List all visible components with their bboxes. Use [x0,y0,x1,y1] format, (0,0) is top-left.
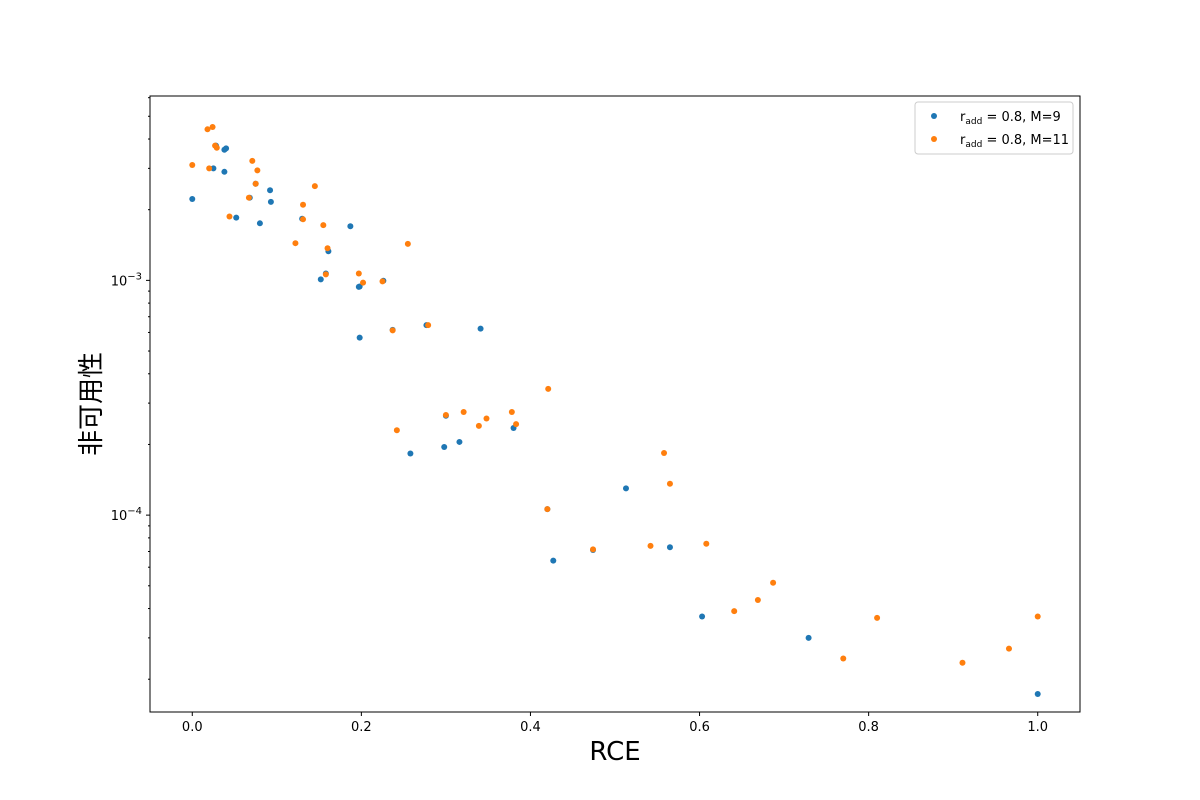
x-tick-label: 1.0 [1027,720,1048,735]
y-axis-title: 非可用性 [77,352,107,456]
data-point [442,412,449,418]
data-point [545,385,552,392]
data-point [189,162,196,169]
x-axis-ticks: 0.0 0.2 0.4 0.6 0.8 1.0 [182,712,1048,735]
data-point [379,278,386,285]
data-point [666,544,673,551]
data-point [355,270,362,277]
data-point [210,165,217,172]
data-point [840,655,847,662]
data-point [699,613,706,620]
data-point [1034,691,1041,697]
data-point [254,167,261,174]
data-point [226,213,233,220]
data-point [252,180,259,187]
data-point [460,408,467,415]
data-point [221,168,228,175]
data-point [300,201,307,208]
data-point [389,327,396,334]
data-point [622,485,629,492]
data-point [1005,645,1012,652]
data-point [456,438,463,445]
data-point [213,144,220,151]
data-point [320,222,327,229]
data-point [770,579,777,586]
data-point [233,214,240,221]
data-point [959,659,966,666]
data-point [267,187,274,194]
data-point [404,240,411,247]
data-point [550,557,557,564]
data-point [292,240,299,247]
data-point [209,124,216,131]
data-point [189,196,196,203]
data-point [666,480,673,487]
data-point [805,634,812,641]
plot-points [189,124,1041,697]
data-point [731,608,738,615]
data-point [508,408,515,415]
legend: radd = 0.8, M=9 radd = 0.8, M=11 [914,101,1074,155]
data-point [754,596,761,603]
legend-marker [931,136,937,142]
data-point [1034,613,1041,620]
data-point [311,183,318,190]
data-point [544,506,551,513]
data-point [347,223,354,230]
x-tick-label: 0.0 [182,720,203,735]
x-tick-label: 0.4 [520,720,541,735]
data-point [477,325,484,332]
x-tick-label: 0.2 [351,720,372,735]
data-point [661,449,668,456]
data-point [360,279,367,286]
data-point [322,271,329,278]
data-point [249,157,256,164]
x-tick-label: 0.8 [858,720,879,735]
data-point [513,421,520,428]
x-tick-label: 0.6 [689,720,710,735]
data-point [407,450,414,457]
x-axis-title: RCE [589,737,640,767]
data-point [441,444,448,451]
legend-box [914,101,1074,155]
legend-label: radd = 0.8, M=11 [960,133,1069,150]
plot-frame [149,95,1081,713]
data-point [393,427,400,434]
data-point [204,126,211,133]
legend-label: radd = 0.8, M=9 [960,110,1061,127]
data-point [647,542,654,549]
data-point [267,198,274,205]
data-point [223,145,230,152]
data-point [324,245,331,252]
data-point [256,220,263,227]
data-point [590,546,597,553]
data-point [425,322,432,329]
data-point [300,216,307,223]
data-point [874,614,881,621]
data-point [703,540,710,547]
data-point [356,334,363,341]
data-point [475,422,482,429]
legend-marker [931,113,937,119]
data-point [317,276,324,283]
data-point [206,165,213,172]
data-point [483,415,490,422]
data-point [245,194,252,201]
